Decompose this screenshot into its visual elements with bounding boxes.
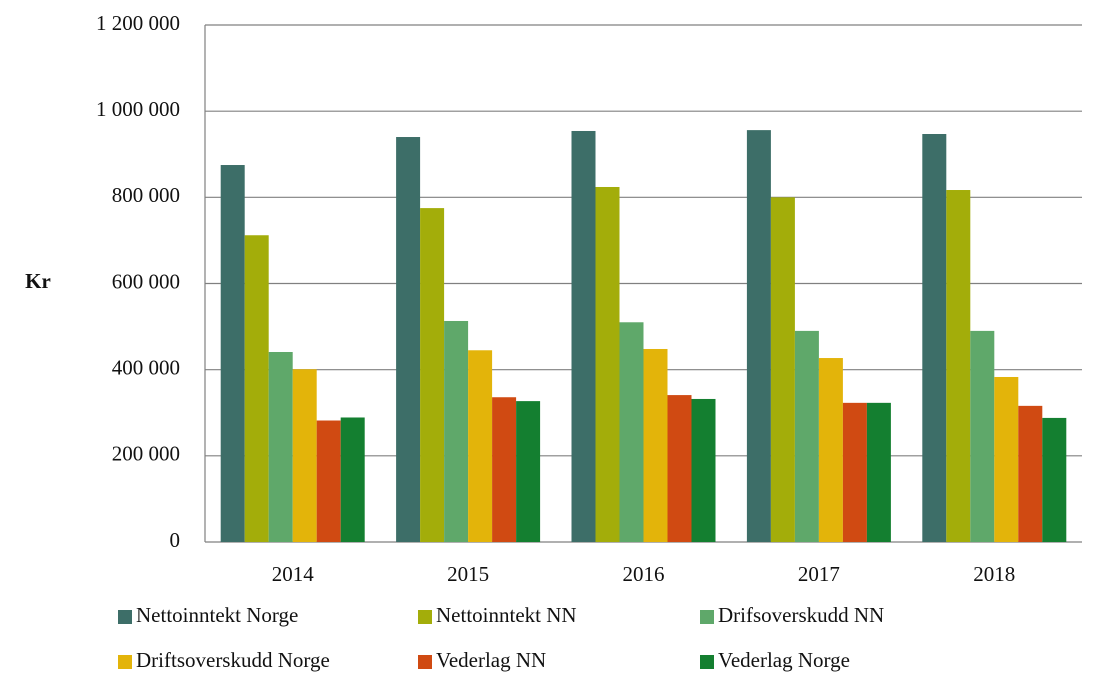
bar xyxy=(818,358,843,542)
bar xyxy=(444,320,469,542)
bar xyxy=(1018,405,1043,542)
y-tick-label: 400 000 xyxy=(112,355,180,379)
legend-swatch xyxy=(418,655,432,669)
y-tick-label: 600 000 xyxy=(112,269,180,293)
bar xyxy=(292,369,317,542)
legend-label: Nettoinntekt Norge xyxy=(136,603,298,627)
bar xyxy=(420,208,445,542)
bar xyxy=(794,330,819,542)
bar xyxy=(340,417,365,542)
bar xyxy=(770,197,795,543)
bar xyxy=(492,397,517,542)
y-tick-label: 0 xyxy=(170,528,181,552)
bar xyxy=(396,137,421,542)
bar xyxy=(667,395,692,542)
legend-label: Vederlag Norge xyxy=(718,648,850,672)
bar xyxy=(922,134,947,542)
legend-swatch xyxy=(118,655,132,669)
x-tick-label: 2014 xyxy=(272,562,315,586)
legend-label: Drifsoverskudd NN xyxy=(718,603,884,627)
bar xyxy=(842,402,867,542)
y-axis-label: Kr xyxy=(25,269,51,293)
bar xyxy=(866,402,891,542)
bar xyxy=(746,130,771,542)
legend-swatch xyxy=(418,610,432,624)
x-tick-label: 2015 xyxy=(447,562,489,586)
bar xyxy=(994,376,1019,542)
legend-label: Driftsoverskudd Norge xyxy=(136,648,330,672)
bar xyxy=(220,165,245,543)
bar xyxy=(595,186,620,542)
bar xyxy=(619,322,644,542)
legend-swatch xyxy=(700,610,714,624)
bar xyxy=(946,190,971,543)
y-tick-label: 800 000 xyxy=(112,183,180,207)
bar xyxy=(268,352,293,542)
legend-swatch xyxy=(118,610,132,624)
y-tick-label: 1 000 000 xyxy=(96,97,180,121)
bar xyxy=(516,401,541,542)
bar xyxy=(316,420,341,542)
x-tick-label: 2017 xyxy=(798,562,840,586)
x-tick-label: 2018 xyxy=(973,562,1015,586)
legend-label: Vederlag NN xyxy=(436,648,546,672)
y-tick-label: 1 200 000 xyxy=(96,11,180,35)
bar xyxy=(691,398,716,542)
bar xyxy=(244,235,269,542)
legend-label: Nettoinntekt NN xyxy=(436,603,577,627)
bar xyxy=(643,348,668,542)
bar xyxy=(468,350,493,542)
bar xyxy=(571,130,596,543)
bar xyxy=(970,330,995,542)
legend-swatch xyxy=(700,655,714,669)
bar xyxy=(1042,417,1067,542)
x-tick-label: 2016 xyxy=(623,562,665,586)
y-tick-label: 200 000 xyxy=(112,442,180,466)
